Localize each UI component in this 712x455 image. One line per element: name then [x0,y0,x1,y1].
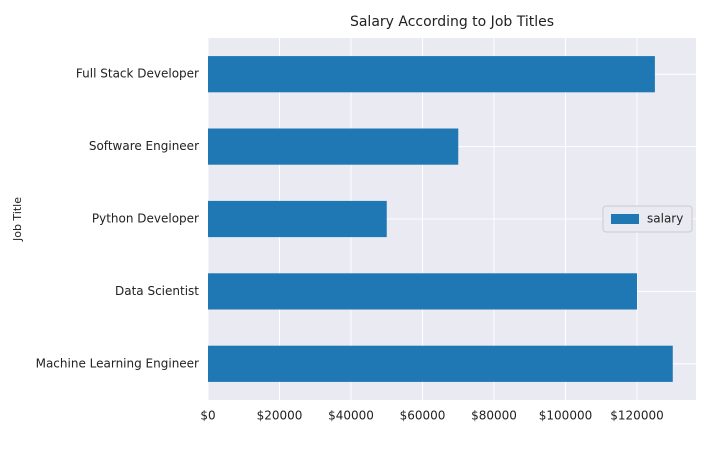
legend-swatch [611,214,639,224]
bar [208,273,638,310]
legend-label: salary [647,212,683,226]
x-tick-label: $40000 [328,409,374,423]
bar [208,56,655,93]
y-tick-label: Software Engineer [89,139,199,153]
x-tick-label: $60000 [400,409,446,423]
x-tick-label: $20000 [257,409,303,423]
bar [208,128,459,165]
legend-box [602,205,693,233]
y-tick-label: Data Scientist [115,284,199,298]
bar [208,345,673,382]
x-tick-label: $80000 [471,409,517,423]
bar [208,200,387,238]
y-tick-label: Full Stack Developer [76,67,199,81]
x-tick-label: $100000 [539,409,592,423]
x-tick-label: $0 [200,409,215,423]
chart-title: Salary According to Job Titles [350,14,554,30]
y-tick-label: Python Developer [92,212,199,226]
y-axis-label: Job Title [11,197,24,242]
y-tick-label: Machine Learning Engineer [36,356,199,370]
x-tick-label: $120000 [610,409,663,423]
